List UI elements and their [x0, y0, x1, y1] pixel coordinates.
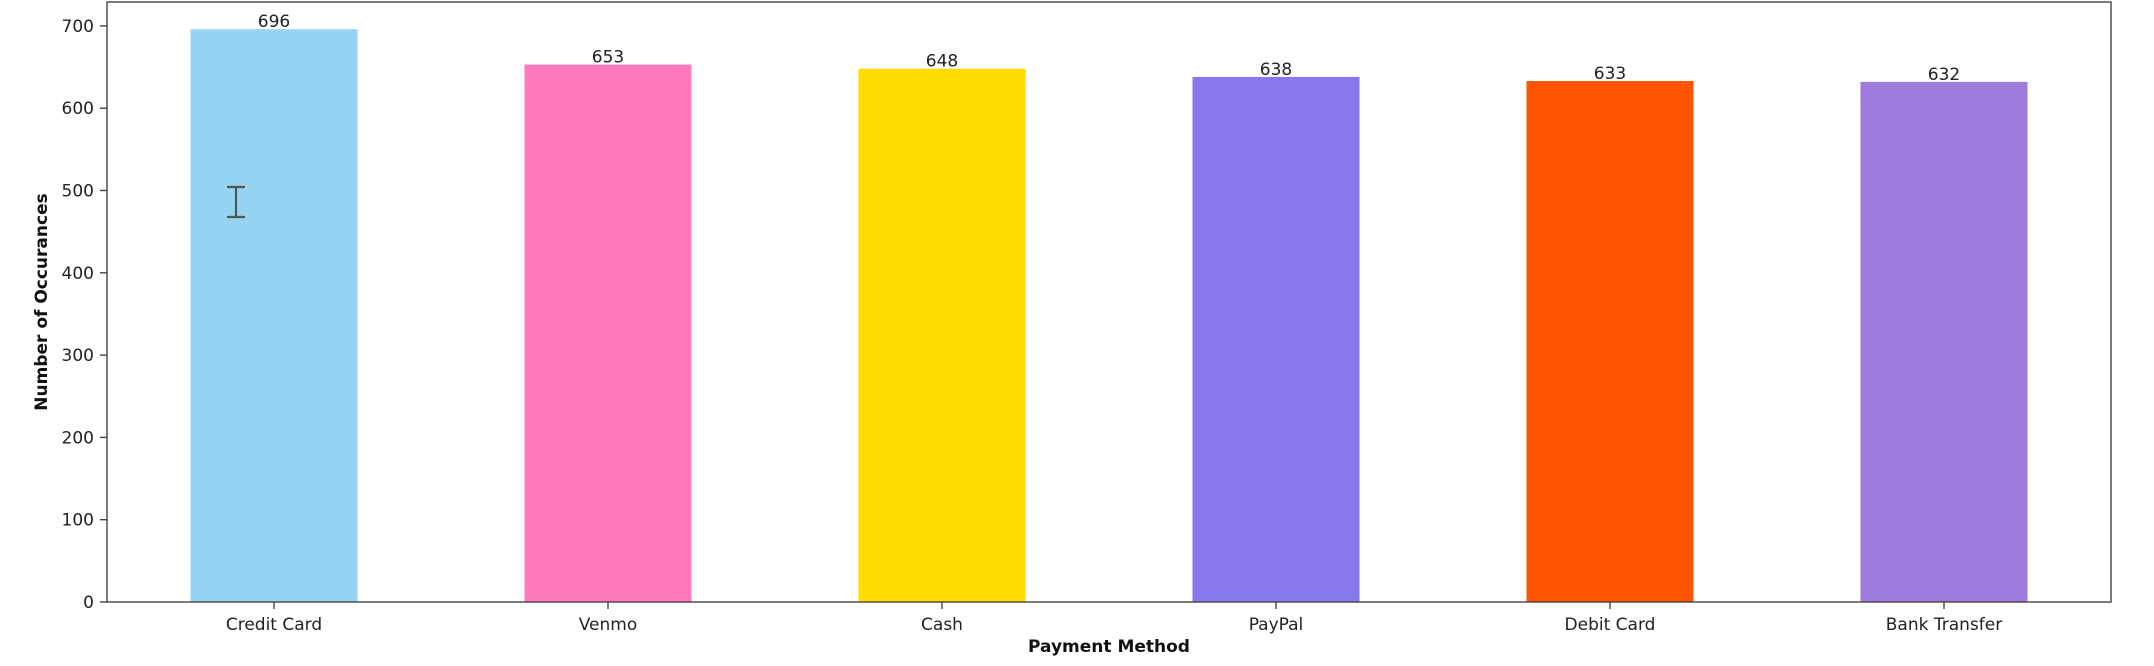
- y-axis-title: Number of Occurances: [32, 193, 52, 410]
- data-label: 638: [1260, 60, 1292, 80]
- text-cursor-icon: [227, 185, 245, 219]
- value-labels-group: 696 653 648 638 633 632: [258, 12, 1960, 85]
- y-tick-label: 300: [62, 346, 94, 366]
- data-label: 633: [1594, 64, 1626, 84]
- data-label: 696: [258, 12, 290, 32]
- x-tick-label: PayPal: [1249, 615, 1304, 635]
- x-tick-label: Cash: [921, 615, 963, 635]
- data-label: 653: [592, 48, 624, 68]
- y-axis: 0 100 200 300 400 500 600 700: [62, 17, 107, 613]
- y-tick-label: 400: [62, 264, 94, 284]
- bar-credit-card: [190, 29, 358, 602]
- bar-cash: [858, 68, 1026, 603]
- data-label: 648: [926, 52, 958, 72]
- y-tick-label: 700: [62, 17, 94, 37]
- y-tick-label: 600: [62, 99, 94, 119]
- x-axis-title: Payment Method: [1028, 637, 1190, 657]
- plot-frame: [106, 1, 2112, 603]
- y-tick-label: 100: [62, 511, 94, 531]
- y-tick-label: 200: [62, 428, 94, 448]
- y-tick-label: 500: [62, 182, 94, 202]
- bar-venmo: [524, 64, 692, 603]
- bar-paypal: [1192, 76, 1360, 602]
- bars-group: [190, 29, 2028, 603]
- x-tick-label: Bank Transfer: [1886, 615, 2002, 635]
- data-label: 632: [1928, 65, 1960, 85]
- bar-debit-card: [1526, 81, 1694, 602]
- y-tick-label: 0: [83, 593, 94, 613]
- x-axis: Credit Card Venmo Cash PayPal Debit Card Bank…: [226, 602, 2002, 635]
- x-tick-label: Debit Card: [1565, 615, 1656, 635]
- bar-bank-transfer: [1860, 81, 2028, 602]
- x-tick-label: Credit Card: [226, 615, 322, 635]
- x-tick-label: Venmo: [579, 615, 638, 635]
- plot-background: [107, 2, 2111, 602]
